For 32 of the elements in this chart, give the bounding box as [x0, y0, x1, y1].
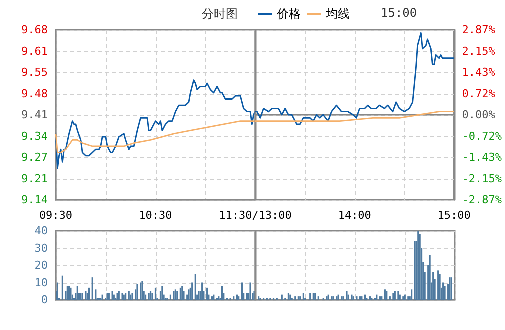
y-tick-label: 10 — [34, 276, 48, 290]
x-tick-label: 09:30 — [39, 209, 73, 222]
y-tick-label: 9.68 — [22, 24, 48, 36]
text: 1.43% — [462, 66, 496, 79]
x-tick-label: 15:00 — [438, 209, 471, 222]
y-tick-label: 9.48 — [22, 87, 48, 100]
x-tick-label: 11:30/13:00 — [219, 209, 292, 222]
y-tick-label: 40 — [34, 224, 48, 238]
text: -2.87% — [462, 194, 502, 206]
text: -1.43% — [462, 151, 502, 164]
text: 15:00 — [381, 6, 418, 20]
y-tick-label: 9.61 — [22, 44, 48, 58]
text: 2.15% — [462, 44, 496, 58]
text: 0.72% — [462, 87, 496, 100]
y-tick-label: 9.21 — [22, 172, 48, 186]
y-tick-label: 9.55 — [22, 66, 48, 79]
x-tick-label: 14:00 — [338, 209, 372, 222]
text: 2.87% — [462, 24, 496, 36]
y-tick-label: 20 — [34, 259, 48, 272]
y-tick-label: 9.14 — [22, 194, 48, 206]
x-tick-label: 10:30 — [139, 209, 172, 222]
text: -2.15% — [462, 172, 502, 186]
legend-label: 价格 — [276, 7, 301, 21]
text: 0.00% — [462, 108, 496, 122]
legend-label: 均线 — [325, 7, 350, 21]
y-tick-label: 30 — [34, 242, 48, 255]
y-tick-label: 9.27 — [22, 151, 48, 164]
text: -0.72% — [462, 130, 502, 143]
y-tick-label: 9.41 — [22, 108, 48, 122]
chart-title: 分时图 — [202, 7, 238, 21]
y-tick-label: 9.34 — [22, 130, 48, 143]
y-tick-label: 0 — [41, 294, 48, 306]
